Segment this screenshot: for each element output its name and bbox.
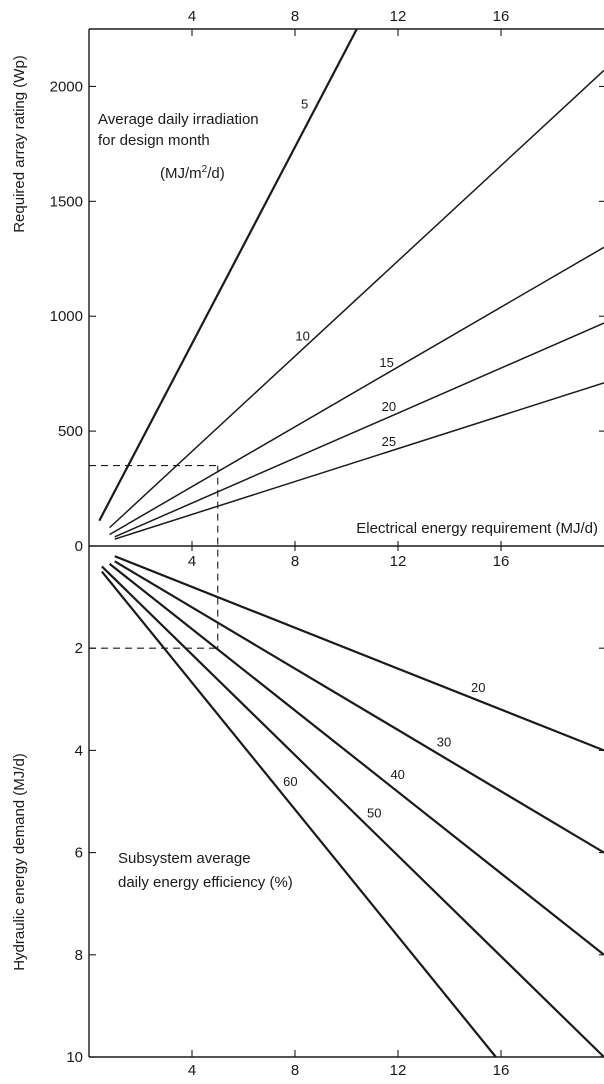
top-x-tick-label: 16: [493, 8, 510, 25]
lower-title-line-1: Subsystem average: [118, 850, 251, 867]
lower-series-label-40: 40: [390, 767, 404, 782]
lower-series-line-50: [101, 565, 604, 1058]
top-x-tick-label: 12: [390, 8, 407, 25]
lower-y-axis-label: Hydraulic energy demand (MJ/d): [11, 753, 28, 971]
lower-y-tick-label: 4: [75, 742, 83, 759]
middle-x-tick-label: 16: [493, 553, 510, 570]
upper-series-label-15: 15: [379, 355, 393, 370]
middle-x-tick-label: 12: [390, 553, 407, 570]
label-layer: 4 4 4 8 8 8 12 12 12 16 16 16 0 500 1000 1500 2000 2 4 6 8 10…: [50, 8, 510, 1079]
lower-series-label-50: 50: [367, 806, 381, 821]
bottom-x-tick-label: 16: [493, 1062, 510, 1079]
upper-x-axis-label: Electrical energy requirement (MJ/d): [356, 520, 598, 537]
upper-series-line-25: [114, 382, 604, 540]
top-x-tick-label: 4: [188, 8, 196, 25]
upper-y-tick-label: 1000: [50, 308, 83, 325]
lower-title-line-2: daily energy efficiency (%): [118, 874, 293, 891]
bottom-x-tick-label: 4: [188, 1062, 196, 1079]
upper-series-line-20: [114, 322, 604, 538]
bottom-x-tick-label: 8: [291, 1062, 299, 1079]
upper-series-line-5: [98, 28, 358, 522]
middle-x-tick-label: 8: [291, 553, 299, 570]
guide-layer: [89, 465, 219, 649]
lower-series-line-60: [101, 570, 497, 1058]
lower-series-line-40: [108, 563, 604, 956]
upper-title-unit-suffix: /d): [207, 165, 225, 182]
upper-y-tick-label: 1500: [50, 193, 83, 210]
lower-y-tick-label: 6: [75, 845, 83, 862]
lower-series-label-20: 20: [471, 680, 485, 695]
upper-y-axis-label: Required array rating (Wp): [11, 55, 28, 233]
upper-series-line-15: [109, 246, 604, 536]
upper-y-tick-label: 0: [75, 538, 83, 555]
upper-title-line-2: for design month: [98, 132, 210, 149]
lower-series-line-20: [114, 555, 604, 752]
upper-series-label-25: 25: [382, 434, 396, 449]
upper-series-label-10: 10: [295, 329, 309, 344]
upper-y-tick-label: 2000: [50, 78, 83, 95]
bottom-x-tick-label: 12: [390, 1062, 407, 1079]
upper-series-label-20: 20: [382, 399, 396, 414]
upper-series-line-10: [109, 69, 604, 529]
top-x-tick-label: 8: [291, 8, 299, 25]
upper-title-unit-sup: 2: [202, 164, 208, 175]
upper-title-line-1: Average daily irradiation: [98, 111, 259, 128]
lower-series-label-30: 30: [437, 735, 451, 750]
lower-y-tick-label: 8: [75, 947, 83, 964]
series-layer: [98, 28, 604, 1058]
lower-y-tick-label: 10: [66, 1049, 83, 1066]
lower-series-line-30: [114, 560, 604, 854]
axes-layer: [88, 28, 604, 1058]
upper-y-tick-label: 500: [58, 423, 83, 440]
lower-series-label-60: 60: [283, 774, 297, 789]
upper-series-label-5: 5: [301, 97, 308, 112]
upper-title-unit-prefix: (MJ/m: [160, 165, 202, 182]
lower-y-tick-label: 2: [75, 640, 83, 657]
upper-title-unit: (MJ/m2/d): [160, 164, 225, 182]
middle-x-tick-label: 4: [188, 553, 196, 570]
